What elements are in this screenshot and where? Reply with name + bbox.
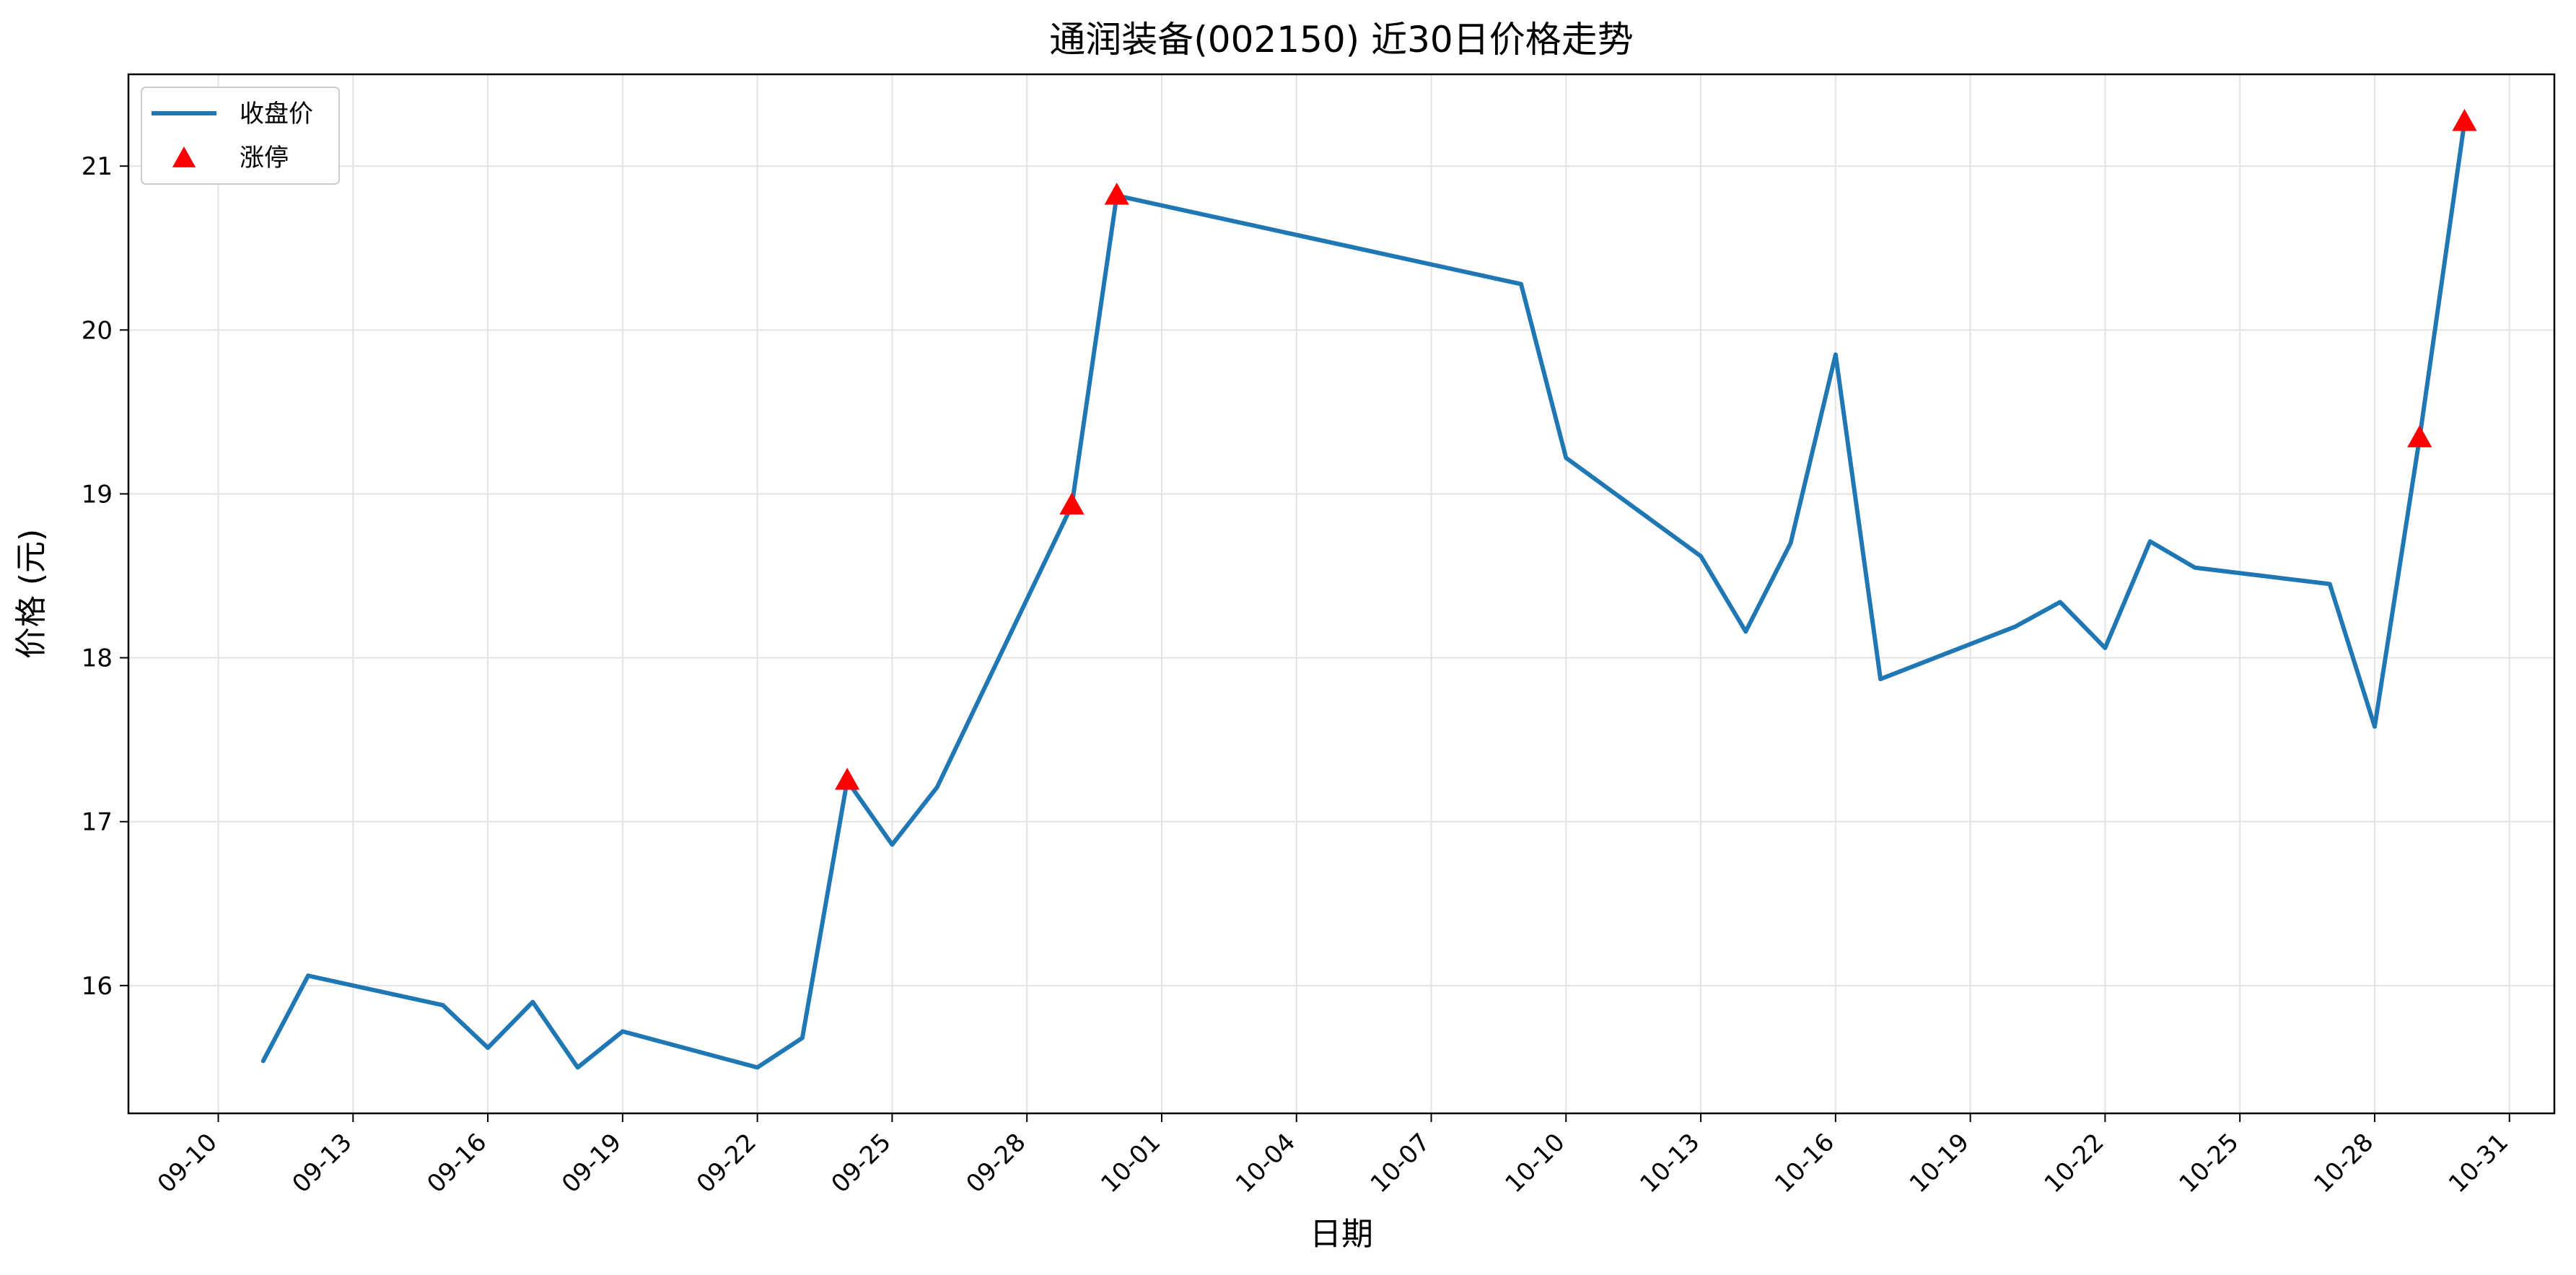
grid-lines <box>128 74 2554 1113</box>
limit-up-marker <box>1059 492 1085 514</box>
y-tick-label: 21 <box>82 152 113 181</box>
series-layer <box>260 108 2477 1070</box>
limit-up-marker <box>835 767 860 790</box>
y-axis: 16 17 18 19 20 21 <box>82 152 128 1001</box>
legend: 收盘价 涨停 <box>141 87 340 185</box>
chart-title: 通润装备(002150) 近30日价格走势 <box>1049 19 1633 61</box>
close-price-line <box>260 119 2467 1070</box>
y-tick-label: 19 <box>82 480 113 509</box>
legend-label-limit-up: 涨停 <box>240 144 289 172</box>
limit-up-marker <box>2452 108 2477 131</box>
legend-swatch-limit-up <box>172 146 196 167</box>
x-axis-label: 日期 <box>1310 1216 1373 1253</box>
limit-up-marker <box>2407 425 2432 447</box>
y-tick-label: 20 <box>82 316 113 345</box>
plot-frame <box>127 73 2556 1115</box>
y-tick-label: 16 <box>82 972 113 1001</box>
y-axis-label: 价格 (元) <box>13 529 50 659</box>
legend-label-close-price: 收盘价 <box>240 100 313 128</box>
limit-up-marker <box>1104 183 1129 205</box>
y-tick-label: 17 <box>82 808 113 837</box>
y-tick-label: 18 <box>82 644 113 673</box>
